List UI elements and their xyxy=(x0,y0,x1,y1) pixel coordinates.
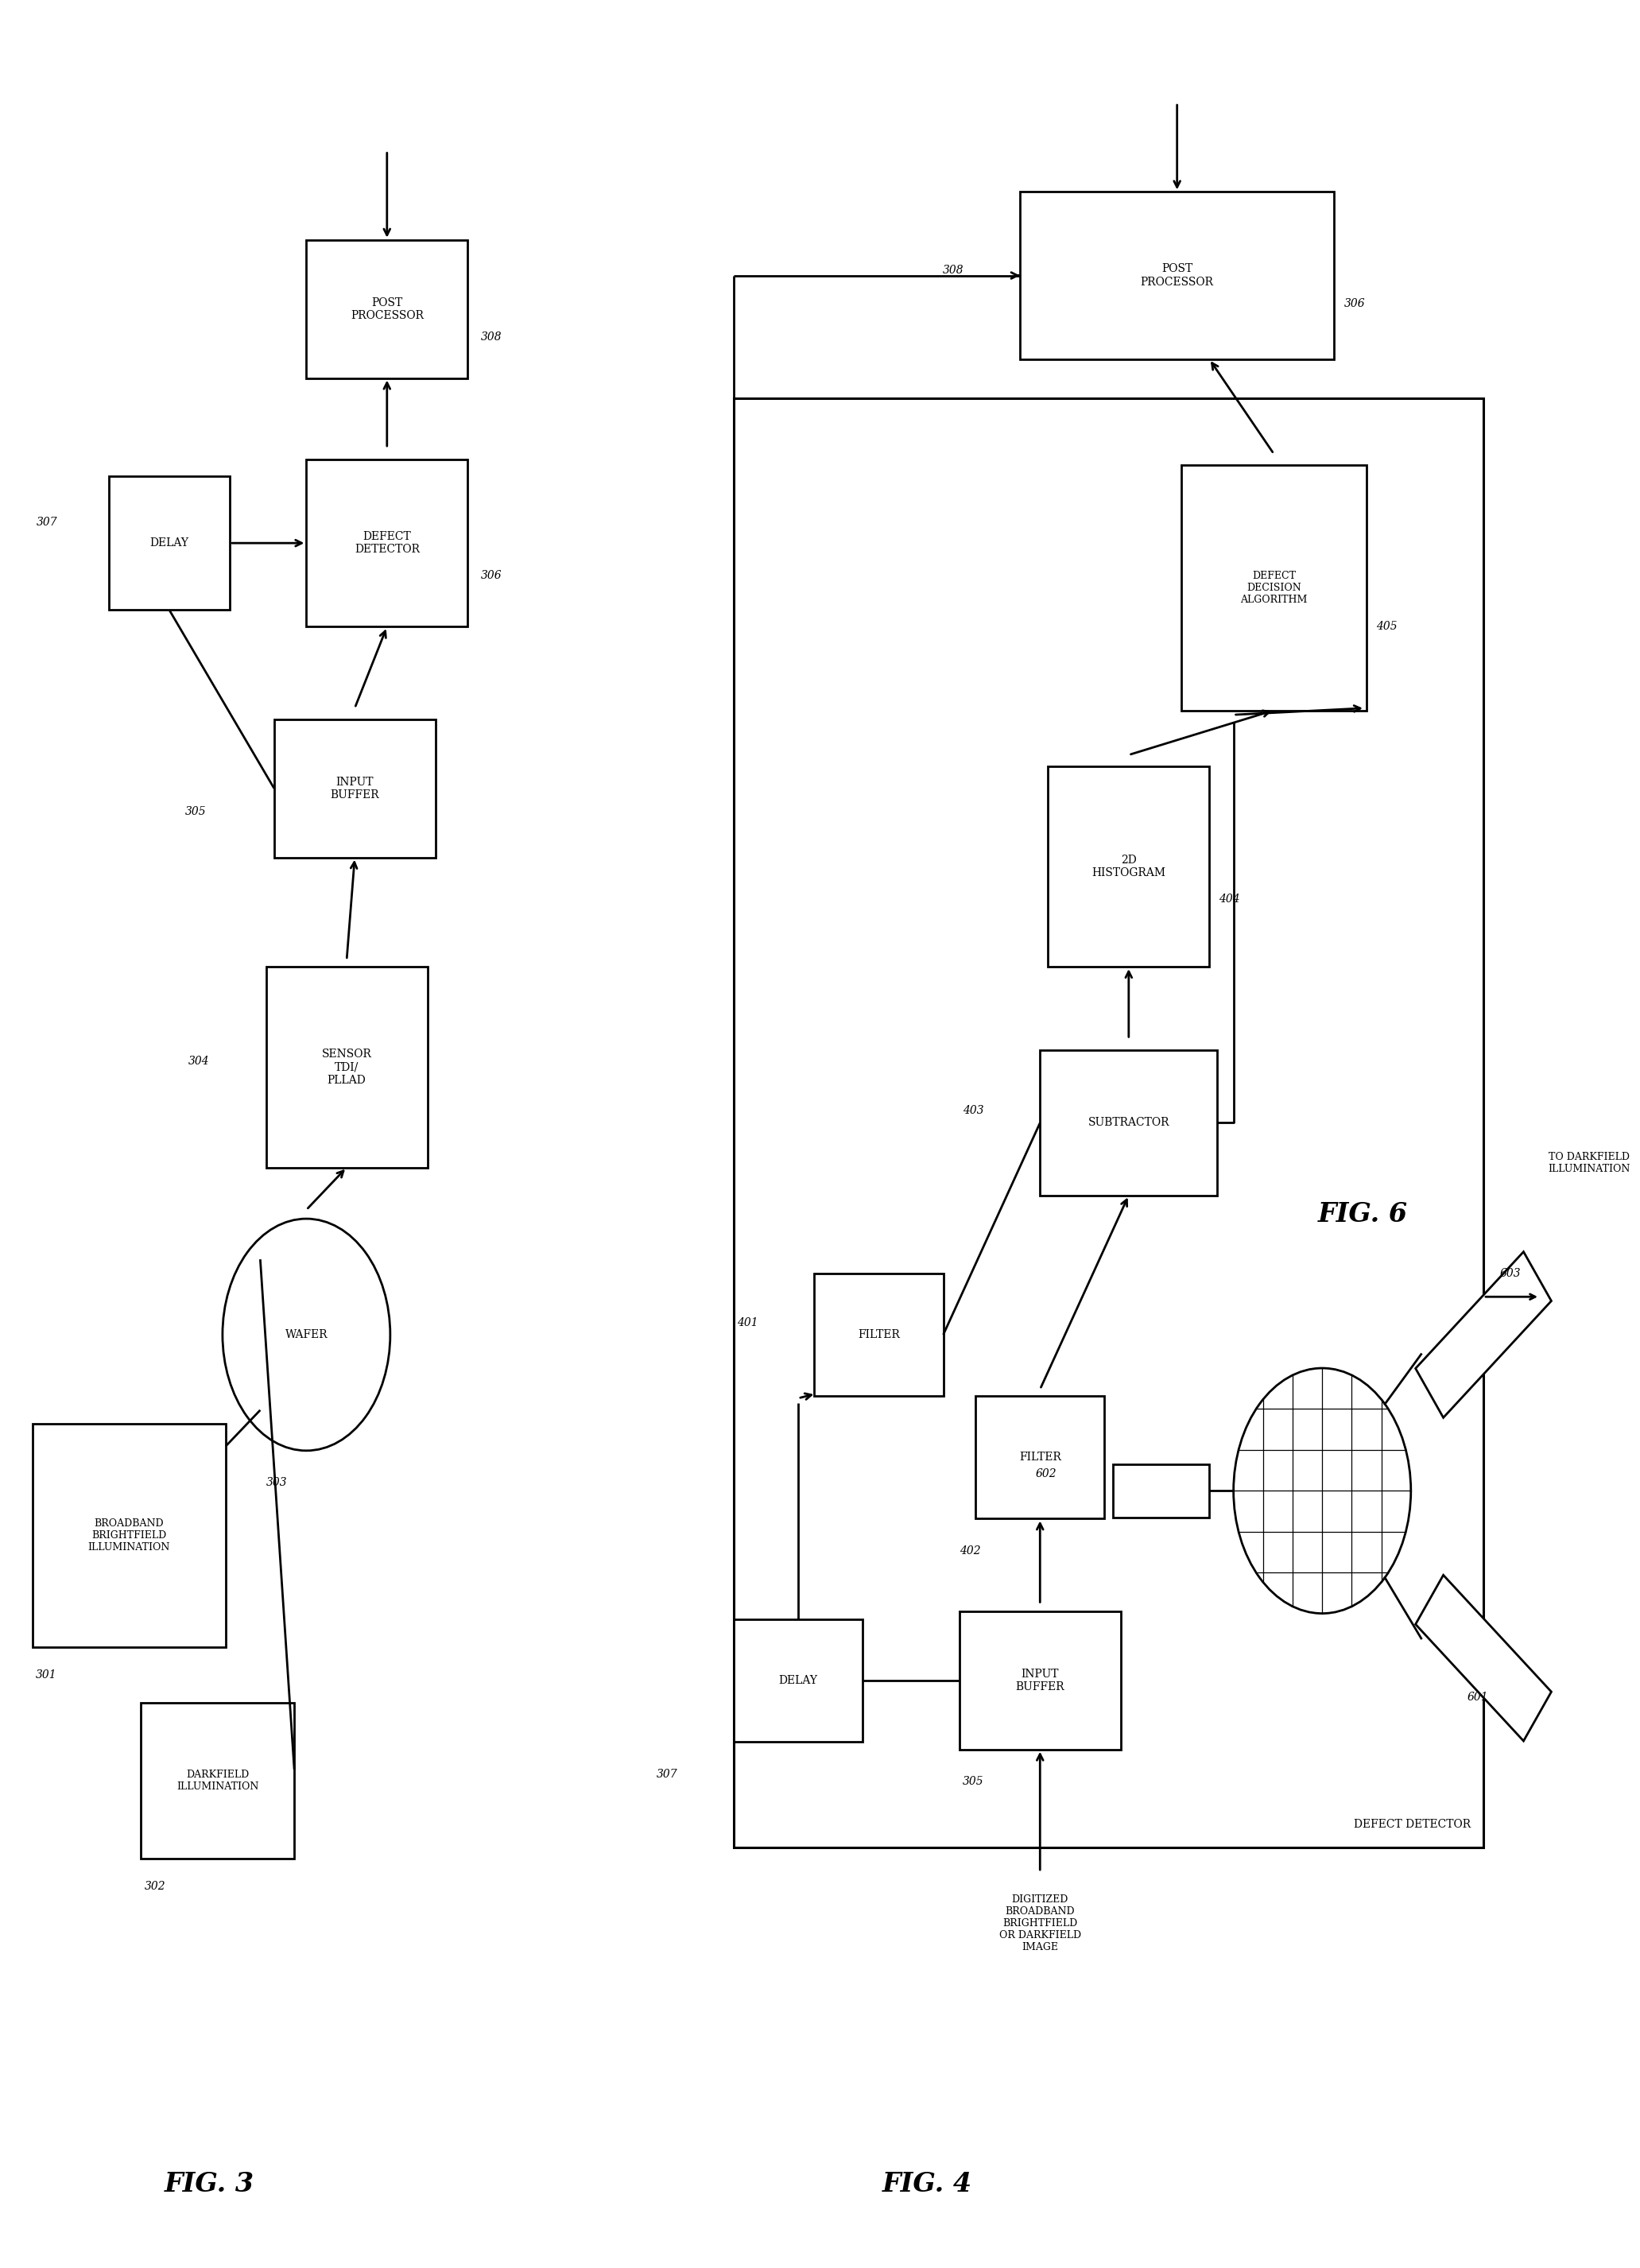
Text: 305: 305 xyxy=(185,805,207,816)
FancyBboxPatch shape xyxy=(108,476,230,610)
FancyBboxPatch shape xyxy=(1048,767,1209,966)
Text: 304: 304 xyxy=(189,1057,210,1066)
Text: DELAY: DELAY xyxy=(779,1674,818,1685)
Text: SENSOR
TDI/
PLLAD: SENSOR TDI/ PLLAD xyxy=(321,1048,372,1086)
FancyBboxPatch shape xyxy=(959,1610,1120,1749)
Bar xyxy=(1112,1465,1209,1517)
Text: 302: 302 xyxy=(144,1880,166,1892)
Text: FILTER: FILTER xyxy=(858,1329,900,1340)
Text: DARKFIELD
ILLUMINATION: DARKFIELD ILLUMINATION xyxy=(177,1769,259,1792)
Text: 403: 403 xyxy=(963,1105,984,1116)
Text: 404: 404 xyxy=(1219,894,1240,905)
Text: 2D
HISTOGRAM: 2D HISTOGRAM xyxy=(1092,855,1166,878)
Text: 401: 401 xyxy=(736,1318,758,1329)
Text: 306: 306 xyxy=(1343,297,1364,308)
Text: DEFECT DETECTOR: DEFECT DETECTOR xyxy=(1353,1819,1471,1830)
FancyBboxPatch shape xyxy=(733,399,1484,1848)
Text: 601: 601 xyxy=(1468,1692,1489,1703)
Text: SUBTRACTOR: SUBTRACTOR xyxy=(1087,1118,1169,1129)
FancyBboxPatch shape xyxy=(1040,1050,1217,1195)
Text: 308: 308 xyxy=(943,265,964,274)
Text: INPUT
BUFFER: INPUT BUFFER xyxy=(330,776,379,801)
Text: 305: 305 xyxy=(963,1776,984,1787)
Text: 405: 405 xyxy=(1376,621,1397,633)
FancyBboxPatch shape xyxy=(1020,193,1335,358)
Text: DEFECT
DECISION
ALGORITHM: DEFECT DECISION ALGORITHM xyxy=(1240,572,1307,606)
Text: 301: 301 xyxy=(36,1669,57,1681)
Text: 306: 306 xyxy=(481,569,502,581)
FancyBboxPatch shape xyxy=(141,1703,294,1860)
FancyBboxPatch shape xyxy=(33,1424,226,1647)
Bar xyxy=(1415,1574,1551,1742)
FancyBboxPatch shape xyxy=(815,1272,943,1397)
Text: 602: 602 xyxy=(1035,1467,1056,1479)
Text: DIGITIZED
BROADBAND
BRIGHTFIELD
OR DARKFIELD
IMAGE: DIGITIZED BROADBAND BRIGHTFIELD OR DARKF… xyxy=(999,1894,1081,1953)
Text: TO DARKFIELD
ILLUMINATION: TO DARKFIELD ILLUMINATION xyxy=(1548,1152,1630,1175)
Circle shape xyxy=(223,1218,390,1452)
FancyBboxPatch shape xyxy=(266,966,428,1168)
Text: POST
PROCESSOR: POST PROCESSOR xyxy=(1140,263,1214,288)
Text: 307: 307 xyxy=(36,517,57,528)
FancyBboxPatch shape xyxy=(976,1397,1104,1520)
Text: POST
PROCESSOR: POST PROCESSOR xyxy=(351,297,423,322)
Text: FIG. 3: FIG. 3 xyxy=(164,2170,254,2198)
Text: 402: 402 xyxy=(959,1545,981,1556)
FancyBboxPatch shape xyxy=(733,1619,863,1742)
Text: FIG. 4: FIG. 4 xyxy=(882,2170,973,2198)
Text: 308: 308 xyxy=(481,331,502,342)
Text: BROADBAND
BRIGHTFIELD
ILLUMINATION: BROADBAND BRIGHTFIELD ILLUMINATION xyxy=(89,1517,171,1554)
Bar xyxy=(1415,1252,1551,1418)
Text: 303: 303 xyxy=(266,1476,287,1488)
FancyBboxPatch shape xyxy=(1181,465,1366,710)
Text: 307: 307 xyxy=(656,1769,677,1780)
Text: WAFER: WAFER xyxy=(285,1329,328,1340)
Text: DEFECT
DETECTOR: DEFECT DETECTOR xyxy=(354,531,420,556)
FancyBboxPatch shape xyxy=(307,460,467,626)
Text: FILTER: FILTER xyxy=(1018,1452,1061,1463)
Text: 603: 603 xyxy=(1499,1268,1520,1279)
FancyBboxPatch shape xyxy=(307,240,467,379)
Circle shape xyxy=(1233,1368,1410,1613)
FancyBboxPatch shape xyxy=(274,719,435,857)
Text: INPUT
BUFFER: INPUT BUFFER xyxy=(1015,1669,1064,1692)
Text: DELAY: DELAY xyxy=(149,538,189,549)
Text: FIG. 6: FIG. 6 xyxy=(1317,1200,1407,1227)
